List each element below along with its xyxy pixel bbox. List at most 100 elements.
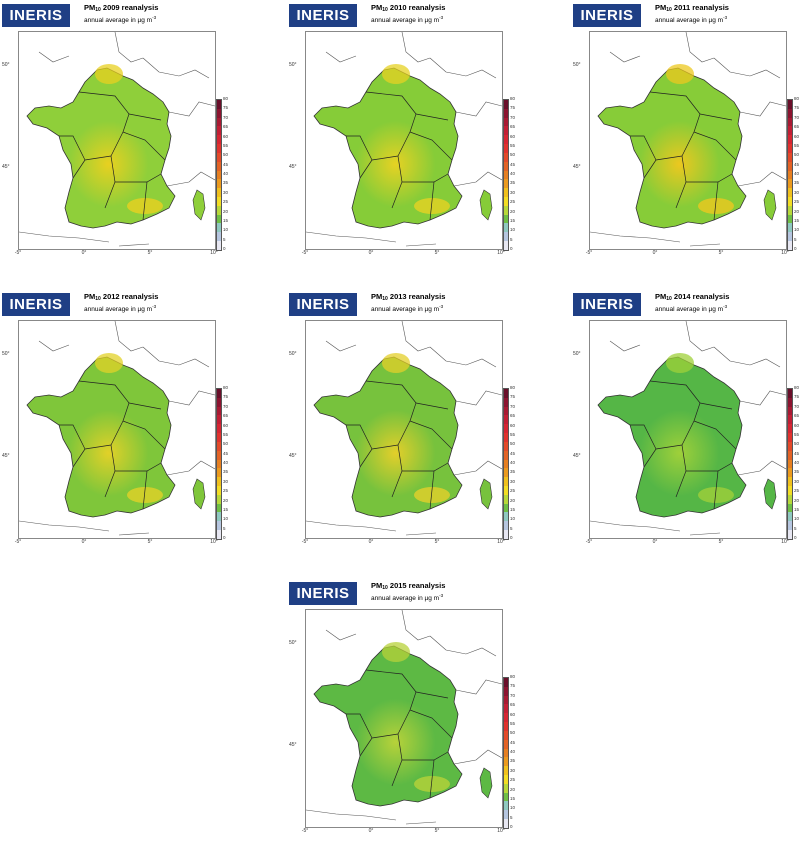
neighbour-border xyxy=(325,629,357,641)
colorbar-segment xyxy=(504,530,508,539)
colorbar-segment xyxy=(217,441,221,451)
colorbar-tick-label: 45 xyxy=(510,161,516,167)
neighbour-border xyxy=(609,340,641,352)
colorbar-tick-label: 50 xyxy=(794,441,800,447)
colorbar-segment xyxy=(504,766,508,775)
colorbar-segment xyxy=(504,406,508,416)
colorbar-tick-label: 70 xyxy=(510,403,516,409)
colorbar-tick-label: 55 xyxy=(794,431,800,437)
colorbar-tick-label: 80 xyxy=(794,96,800,101)
france-shape xyxy=(313,356,463,518)
neighbour-border xyxy=(306,809,397,821)
colorbar-segment xyxy=(504,179,508,189)
longitude-label: -5° xyxy=(585,250,593,256)
region-border xyxy=(693,131,737,161)
region-border xyxy=(346,135,373,161)
colorbar-tick-label: 30 xyxy=(223,478,229,484)
colorbar-segment xyxy=(788,135,792,145)
longitude-label: 0° xyxy=(81,539,87,545)
longitude-label: 10° xyxy=(497,539,505,545)
latitude-label: 45° xyxy=(289,453,297,459)
neighbour-border xyxy=(609,51,641,63)
north-hotspot xyxy=(382,353,410,373)
title-pm-subscript: 10 xyxy=(382,585,388,591)
region-border xyxy=(415,402,449,410)
neighbour-border xyxy=(405,821,437,825)
colorbar-segment xyxy=(504,730,508,740)
neighbour-border xyxy=(590,520,681,532)
panel-subtitle: annual average in µg m-3 xyxy=(84,15,156,24)
colorbar-tick-label: 65 xyxy=(510,413,516,419)
colorbar-segment xyxy=(217,512,221,522)
colorbar-segment xyxy=(788,126,792,136)
colorbar-segment xyxy=(788,512,792,522)
colorbar-tick-label: 35 xyxy=(794,469,800,475)
latitude-label: 45° xyxy=(2,164,10,170)
colorbar-segment xyxy=(788,205,792,215)
region-border xyxy=(675,131,695,209)
colorbar-segment xyxy=(504,144,508,153)
title-pm: PM xyxy=(84,3,96,12)
map-frame xyxy=(305,320,503,539)
colorbar-segment xyxy=(217,205,221,215)
region-border xyxy=(391,709,411,787)
colorbar-segment xyxy=(788,188,792,197)
colorbar-tick-label: 35 xyxy=(510,180,516,186)
neighbour-border xyxy=(405,243,437,247)
colorbar-tick-label: 0 xyxy=(794,246,797,251)
colorbar-tick-label: 10 xyxy=(223,227,229,233)
map-frame xyxy=(305,609,503,828)
region-border xyxy=(713,181,719,221)
colorbar-tick-label: 70 xyxy=(510,692,516,698)
region-border xyxy=(104,131,124,209)
colorbar-tick-label: 60 xyxy=(510,133,516,139)
colorbar-segment xyxy=(504,512,508,522)
neighbour-border xyxy=(325,340,357,352)
colorbar-tick-label: 20 xyxy=(510,497,516,503)
colorbar-tick-label: 60 xyxy=(794,133,800,139)
neighbour-border xyxy=(689,243,721,247)
panel-subtitle: annual average in µg m-3 xyxy=(371,304,443,313)
colorbar-segment xyxy=(217,223,221,233)
neighbour-border xyxy=(685,321,715,352)
region-border xyxy=(699,113,733,121)
colorbar-segment xyxy=(504,810,508,819)
colorbar-segment xyxy=(217,433,221,442)
colorbar-segment xyxy=(788,223,792,233)
colorbar-tick-label: 80 xyxy=(510,674,516,679)
map-panel-2014: INERIS PM10 2014 reanalysis annual average… xyxy=(573,292,805,565)
colorbar-segment xyxy=(504,433,508,442)
colorbar-tick-label: 30 xyxy=(510,767,516,773)
colorbar-tick-label: 25 xyxy=(794,488,800,494)
ineris-logo: INERIS xyxy=(2,293,70,316)
colorbar-tick-label: 0 xyxy=(510,824,513,829)
corsica-shape xyxy=(479,478,493,510)
colorbar-segment xyxy=(504,801,508,811)
colorbar-tick-label: 50 xyxy=(794,152,800,158)
colorbar-segment xyxy=(217,521,221,530)
north-hotspot xyxy=(382,642,410,662)
colorbar-segment xyxy=(504,450,508,460)
colorbar-segment xyxy=(504,722,508,731)
colorbar-segment xyxy=(504,792,508,802)
corsica-shape xyxy=(763,478,777,510)
north-hotspot xyxy=(95,353,123,373)
neighbour-border xyxy=(166,460,215,476)
colorbar-tick-label: 50 xyxy=(510,730,516,736)
colorbar-tick-label: 20 xyxy=(223,497,229,503)
title-pm: PM xyxy=(371,292,383,301)
panel-title: PM10 2013 reanalysis xyxy=(371,292,445,302)
colorbar-tick-label: 40 xyxy=(223,171,229,176)
colorbar-segment xyxy=(504,819,508,828)
subtitle-text: annual average in µg m xyxy=(655,306,724,313)
neighbour-border xyxy=(455,679,502,695)
neighbour-border xyxy=(713,346,781,368)
title-pm-subscript: 10 xyxy=(382,7,388,13)
title-pm: PM xyxy=(84,292,96,301)
region-border xyxy=(122,131,166,161)
title-year-text: 2011 reanalysis xyxy=(671,3,729,12)
colorbar-tick-label: 70 xyxy=(223,114,229,120)
colorbar-tick-label: 45 xyxy=(794,450,800,456)
longitude-label: -5° xyxy=(585,539,593,545)
region-border xyxy=(409,131,453,161)
